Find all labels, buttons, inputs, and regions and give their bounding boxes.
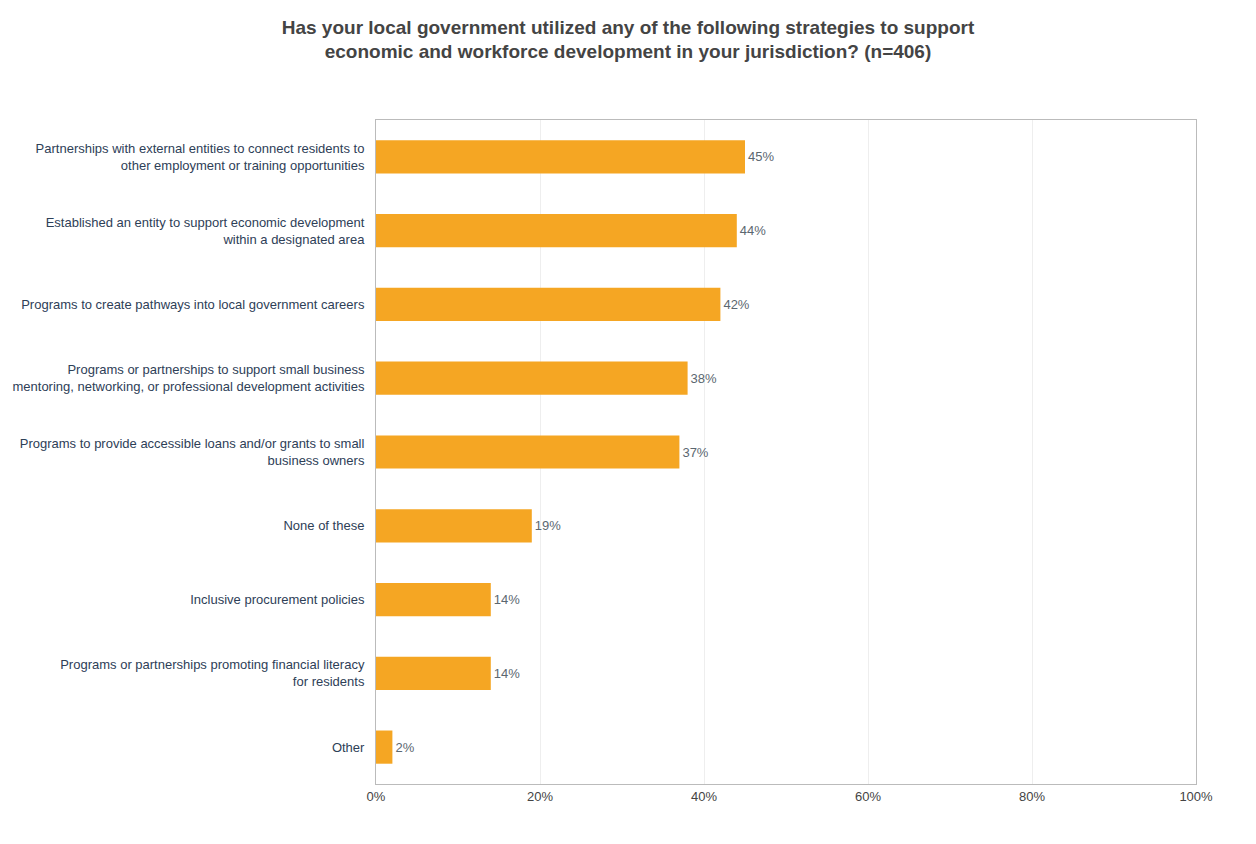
svg-text:14%: 14%: [494, 666, 520, 681]
svg-text:Other: Other: [332, 740, 365, 755]
svg-text:42%: 42%: [723, 297, 749, 312]
svg-text:Programs or partnerships to su: Programs or partnerships to support smal…: [12, 362, 364, 394]
svg-text:Established an entity to suppo: Established an entity to support economi…: [46, 215, 365, 247]
svg-text:Has your local government util: Has your local government utilized any o…: [282, 17, 975, 63]
svg-text:Partnerships with external ent: Partnerships with external entities to c…: [36, 141, 365, 173]
svg-text:37%: 37%: [682, 445, 708, 460]
svg-text:44%: 44%: [740, 223, 766, 238]
svg-text:45%: 45%: [748, 149, 774, 164]
svg-text:Programs to create pathways in: Programs to create pathways into local g…: [21, 297, 365, 312]
svg-text:0%: 0%: [367, 789, 386, 804]
svg-text:40%: 40%: [691, 789, 717, 804]
svg-text:Programs to provide accessible: Programs to provide accessible loans and…: [20, 436, 365, 468]
svg-text:80%: 80%: [1019, 789, 1045, 804]
svg-text:100%: 100%: [1179, 789, 1213, 804]
svg-text:60%: 60%: [855, 789, 881, 804]
svg-text:2%: 2%: [395, 740, 414, 755]
svg-text:14%: 14%: [494, 592, 520, 607]
svg-text:Inclusive procurement policies: Inclusive procurement policies: [190, 592, 365, 607]
svg-text:None of these: None of these: [283, 518, 364, 533]
svg-text:19%: 19%: [535, 518, 561, 533]
svg-text:Programs or partnerships promo: Programs or partnerships promoting finan…: [60, 657, 365, 689]
svg-text:38%: 38%: [691, 371, 717, 386]
svg-text:20%: 20%: [527, 789, 553, 804]
